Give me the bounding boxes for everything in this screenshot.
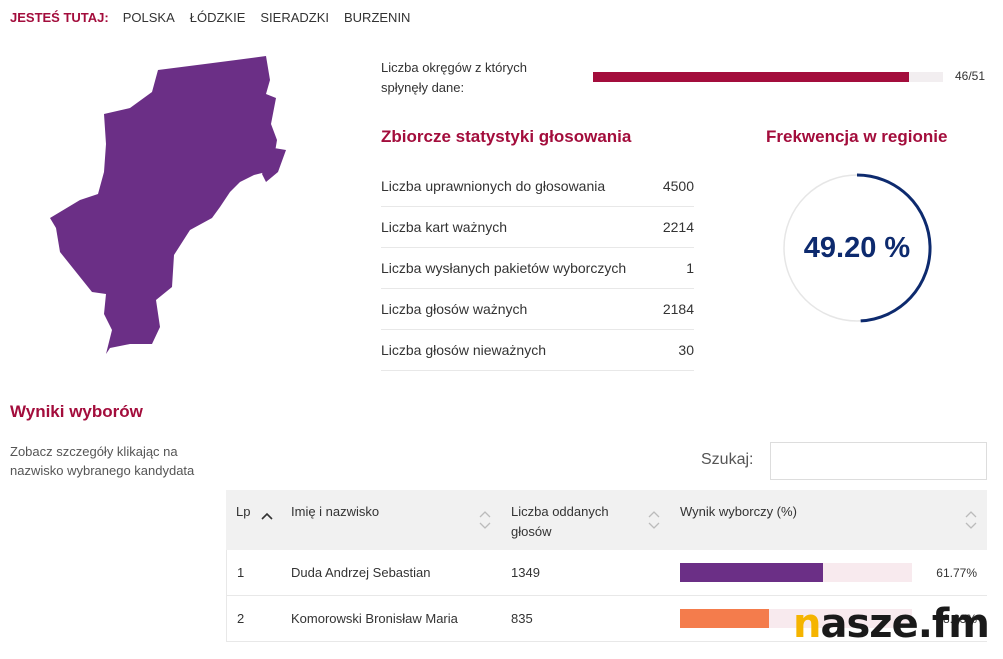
results-table: Lp Imię i nazwisko Liczba oddanych głosó… xyxy=(226,490,987,642)
row-result: 61.77% xyxy=(670,563,987,582)
turnout-value: 49.20 % xyxy=(803,231,911,264)
column-header-name[interactable]: Imię i nazwisko xyxy=(281,490,501,550)
stats-row-value: 1 xyxy=(686,260,694,276)
results-title: Wyniki wyborów xyxy=(10,402,143,421)
column-header-label: Liczba oddanych głosów xyxy=(511,504,609,539)
stats-row-value: 30 xyxy=(678,342,694,358)
result-bar-fill xyxy=(680,563,824,582)
stats-row-value: 2184 xyxy=(662,301,694,317)
breadcrumb-item-sieradzki[interactable]: SIERADZKI xyxy=(260,10,329,25)
stats-row-eligible: Liczba uprawnionych do głosowania 4500 xyxy=(381,166,694,207)
districts-count: 46/51 xyxy=(955,69,986,83)
result-bar-fill xyxy=(680,609,769,628)
region-map xyxy=(40,52,300,362)
stats-row-value: 2214 xyxy=(662,219,694,235)
stats-row-invalid-votes: Liczba głosów nieważnych 30 xyxy=(381,330,694,371)
column-header-result[interactable]: Wynik wyborczy (%) xyxy=(670,490,987,550)
breadcrumb-label: JESTEŚ TUTAJ: xyxy=(10,10,109,25)
stats-title: Zbiorcze statystyki głosowania xyxy=(381,127,632,146)
table-row: 2 Komorowski Bronisław Maria 835 38.23% xyxy=(226,596,987,642)
breadcrumb-item-polska[interactable]: POLSKA xyxy=(122,10,175,25)
logo-letter: n xyxy=(793,601,822,647)
sort-both-icon xyxy=(479,511,491,529)
row-lp: 2 xyxy=(237,611,245,626)
breadcrumb: JESTEŚ TUTAJ: POLSKA ŁÓDZKIE SIERADZKI B… xyxy=(10,10,425,25)
results-hint: Zobacz szczegóły klikając na nazwisko wy… xyxy=(10,444,195,478)
districts-label: Liczba okręgów z których spłynęły dane: xyxy=(381,60,527,95)
column-header-lp[interactable]: Lp xyxy=(226,490,281,550)
logo-text: asze.fm xyxy=(820,601,989,647)
column-header-votes[interactable]: Liczba oddanych głosów xyxy=(501,490,670,550)
sort-both-icon xyxy=(965,511,977,529)
row-result: 38.23% xyxy=(670,609,987,628)
districts-progress-track xyxy=(593,72,943,82)
sort-both-icon xyxy=(648,511,660,529)
sort-ascending-icon xyxy=(261,512,273,520)
column-header-label: Imię i nazwisko xyxy=(291,504,380,519)
row-votes: 835 xyxy=(511,611,533,626)
results-table-header: Lp Imię i nazwisko Liczba oddanych głosó… xyxy=(226,490,987,550)
breadcrumb-item-lodzkie[interactable]: ŁÓDZKIE xyxy=(189,10,246,25)
result-bar-track xyxy=(680,609,913,628)
result-bar-track xyxy=(680,563,913,582)
candidate-name-link[interactable]: Duda Andrzej Sebastian xyxy=(291,565,431,580)
search-input[interactable] xyxy=(770,442,987,480)
table-row: 1 Duda Andrzej Sebastian 1349 61.77% xyxy=(226,550,987,596)
turnout-gauge xyxy=(783,173,932,323)
candidate-name-link[interactable]: Komorowski Bronisław Maria xyxy=(291,611,458,626)
stats-row-label: Liczba głosów nieważnych xyxy=(381,342,546,358)
turnout-gauge-arc xyxy=(856,173,932,323)
stats-row-label: Liczba uprawnionych do głosowania xyxy=(381,178,606,194)
search-label: Szukaj: xyxy=(701,451,754,468)
stats-row-value: 4500 xyxy=(662,178,694,194)
stats-row-valid-votes: Liczba głosów ważnych 2184 xyxy=(381,289,694,330)
stats-row-valid-cards: Liczba kart ważnych 2214 xyxy=(381,207,694,248)
row-lp: 1 xyxy=(237,565,245,580)
column-header-label: Wynik wyborczy (%) xyxy=(680,504,797,519)
nasze-fm-logo: nasze.fm xyxy=(793,600,990,648)
districts-progress: Liczba okręgów z których spłynęły dane: … xyxy=(381,58,991,98)
column-header-label: Lp xyxy=(236,504,251,519)
row-votes: 1349 xyxy=(511,565,540,580)
result-percent: 38.23% xyxy=(936,611,977,626)
stats-row-label: Liczba kart ważnych xyxy=(381,219,508,235)
districts-progress-fill xyxy=(593,72,909,82)
stats-table: Liczba uprawnionych do głosowania 4500 L… xyxy=(381,166,694,371)
region-map-shape xyxy=(50,56,286,354)
stats-row-label: Liczba głosów ważnych xyxy=(381,301,528,317)
stats-row-label: Liczba wysłanych pakietów wyborczych xyxy=(381,260,627,276)
breadcrumb-item-burzenin[interactable]: BURZENIN xyxy=(344,10,411,25)
turnout-title: Frekwencja w regionie xyxy=(766,127,948,146)
result-percent: 61.77% xyxy=(936,565,977,580)
stats-row-packages: Liczba wysłanych pakietów wyborczych 1 xyxy=(381,248,694,289)
